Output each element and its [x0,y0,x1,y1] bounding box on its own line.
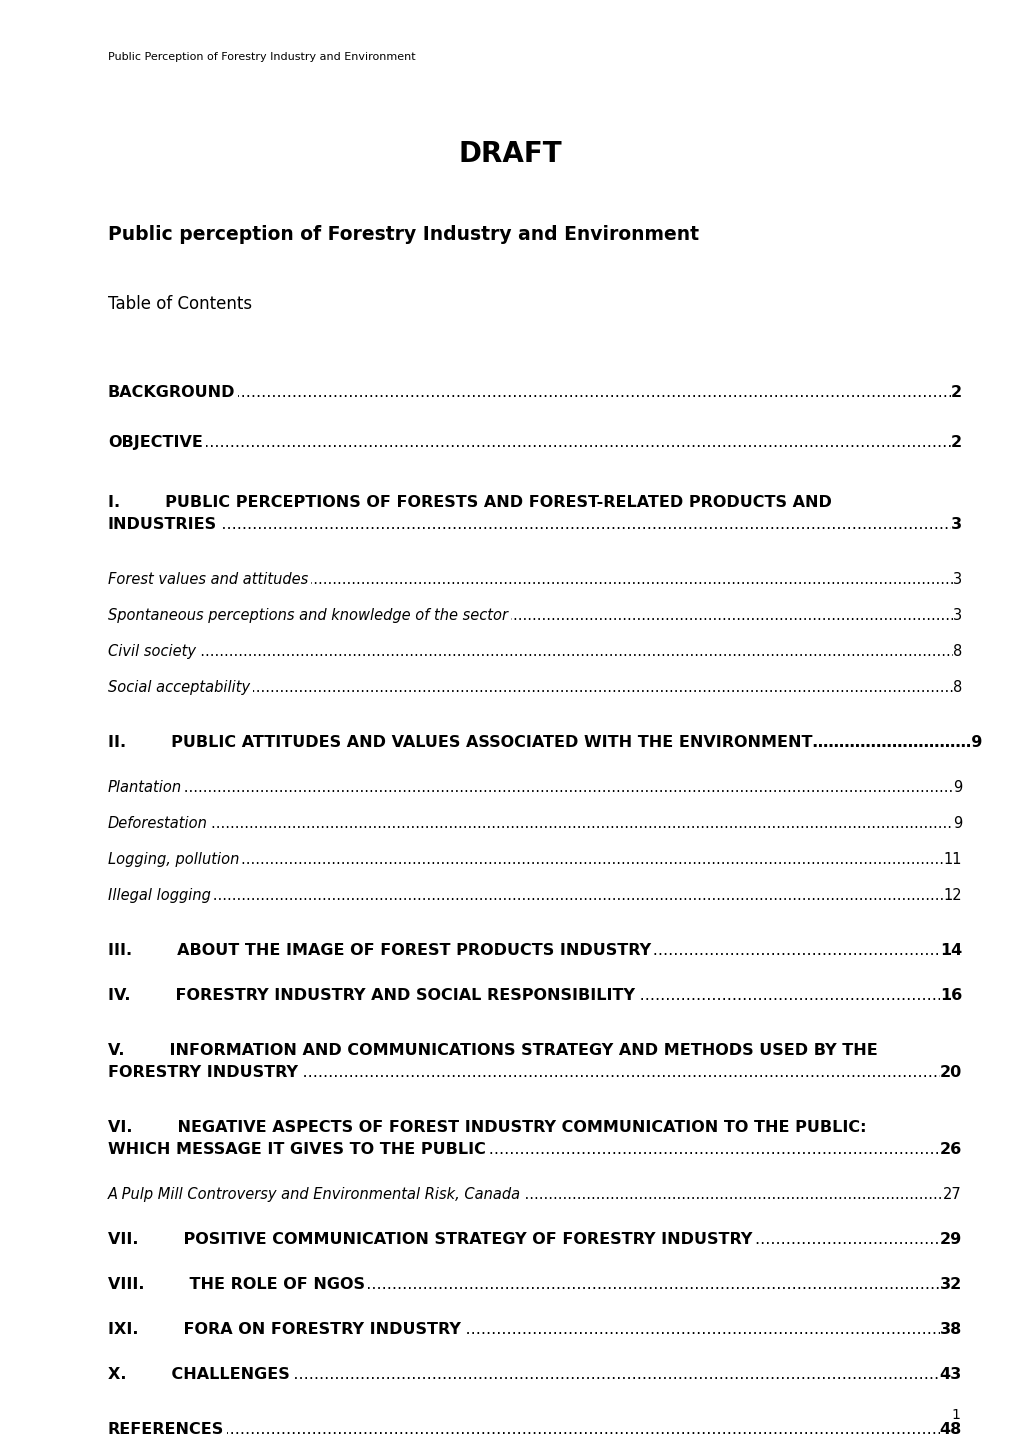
Bar [637,981,938,1005]
Text: VIII.        THE ROLE OF NGOS: VIII. THE ROLE OF NGOS [108,1278,365,1292]
Text: BACKGROUND: BACKGROUND [108,385,235,399]
Bar [755,1224,938,1249]
Text: Public Perception of Forestry Industry and Environment: Public Perception of Forestry Industry a… [108,52,415,62]
Text: 48: 48 [938,1422,961,1438]
Text: 38: 38 [938,1322,961,1337]
Text: DRAFT: DRAFT [458,140,561,169]
Text: WHICH MESSAGE IT GIVES TO THE PUBLIC: WHICH MESSAGE IT GIVES TO THE PUBLIC [108,1142,485,1156]
Text: 43: 43 [938,1367,961,1381]
Text: ................................................................................: ........................................… [0,780,1019,795]
Text: ................................................................................: ........................................… [0,1422,1019,1438]
Text: ................................................................................: ........................................… [0,609,1019,623]
Bar [488,1133,938,1159]
Bar [199,637,952,660]
Text: INDUSTRIES: INDUSTRIES [108,518,217,532]
Text: 2: 2 [950,435,961,450]
Text: ................................................................................: ........................................… [0,1187,1019,1203]
Text: 11: 11 [943,852,961,867]
Text: 3: 3 [952,572,961,587]
Text: Illegal logging: Illegal logging [108,888,211,903]
Text: V.        INFORMATION AND COMMUNICATIONS STRATEGY AND METHODS USED BY THE: V. INFORMATION AND COMMUNICATIONS STRATE… [108,1043,877,1058]
Text: ................................................................................: ........................................… [0,435,1019,450]
Text: Civil society: Civil society [108,645,196,659]
Text: ................................................................................: ........................................… [0,816,1019,831]
Bar [464,1314,938,1340]
Bar [243,845,943,868]
Bar [214,881,943,904]
Text: 26: 26 [938,1142,961,1156]
Text: 12: 12 [943,888,961,903]
Text: FORESTRY INDUSTRY: FORESTRY INDUSTRY [108,1066,298,1080]
Text: Social acceptability: Social acceptability [108,681,250,695]
Text: 8: 8 [952,645,961,659]
Text: 3: 3 [952,609,961,623]
Text: ................................................................................: ........................................… [0,988,1019,1004]
Text: ................................................................................: ........................................… [0,1231,1019,1247]
Text: ................................................................................: ........................................… [0,852,1019,867]
Text: 1: 1 [950,1407,959,1422]
Text: IV.        FORESTRY INDUSTRY AND SOCIAL RESPONSIBILITY: IV. FORESTRY INDUSTRY AND SOCIAL RESPONS… [108,988,635,1004]
Text: Logging, pollution: Logging, pollution [108,852,239,867]
Bar [227,1415,938,1439]
Text: ................................................................................: ........................................… [0,888,1019,903]
Bar [653,934,938,960]
Text: ................................................................................: ........................................… [0,943,1019,957]
Text: 16: 16 [938,988,961,1004]
Text: Spontaneous perceptions and knowledge of the sector: Spontaneous perceptions and knowledge of… [108,609,507,623]
Text: ................................................................................: ........................................… [0,1322,1019,1337]
Bar [292,1358,938,1384]
Text: 27: 27 [943,1187,961,1203]
Text: 29: 29 [938,1231,961,1247]
Bar [368,1269,938,1295]
Bar [253,672,952,695]
Bar [524,1180,943,1203]
Text: I.        PUBLIC PERCEPTIONS OF FORESTS AND FOREST-RELATED PRODUCTS AND: I. PUBLIC PERCEPTIONS OF FORESTS AND FOR… [108,495,832,510]
Text: VI.        NEGATIVE ASPECTS OF FOREST INDUSTRY COMMUNICATION TO THE PUBLIC:: VI. NEGATIVE ASPECTS OF FOREST INDUSTRY … [108,1120,866,1135]
Bar [211,809,952,832]
Text: Table of Contents: Table of Contents [108,296,252,313]
Text: OBJECTIVE: OBJECTIVE [108,435,203,450]
Text: IXI.        FORA ON FORESTRY INDUSTRY: IXI. FORA ON FORESTRY INDUSTRY [108,1322,461,1337]
Text: ................................................................................: ........................................… [0,645,1019,659]
Text: 9: 9 [952,816,961,831]
Text: 3: 3 [950,518,961,532]
Bar [108,0,961,1442]
Text: 14: 14 [938,943,961,957]
Bar [511,601,952,624]
Text: ................................................................................: ........................................… [0,1367,1019,1381]
Text: 8: 8 [952,681,961,695]
Text: VII.        POSITIVE COMMUNICATION STRATEGY OF FORESTRY INDUSTRY: VII. POSITIVE COMMUNICATION STRATEGY OF … [108,1231,752,1247]
Text: ................................................................................: ........................................… [0,385,1019,399]
Text: II.        PUBLIC ATTITUDES AND VALUES ASSOCIATED WITH THE ENVIRONMENT…………………………: II. PUBLIC ATTITUDES AND VALUES ASSOCIAT… [108,735,981,750]
Text: Plantation: Plantation [108,780,182,795]
Bar [238,376,950,402]
Text: Forest values and attitudes: Forest values and attitudes [108,572,308,587]
Text: 9: 9 [952,780,961,795]
Text: Public perception of Forestry Industry and Environment: Public perception of Forestry Industry a… [108,225,698,244]
Text: ................................................................................: ........................................… [0,681,1019,695]
Text: 20: 20 [938,1066,961,1080]
Text: 32: 32 [938,1278,961,1292]
Text: ................................................................................: ........................................… [0,518,1019,532]
Text: III.        ABOUT THE IMAGE OF FOREST PRODUCTS INDUSTRY: III. ABOUT THE IMAGE OF FOREST PRODUCTS … [108,943,650,957]
Text: ................................................................................: ........................................… [0,1066,1019,1080]
Text: ................................................................................: ........................................… [0,572,1019,587]
Bar [220,509,950,534]
Text: Deforestation: Deforestation [108,816,208,831]
Text: A Pulp Mill Controversy and Environmental Risk, Canada: A Pulp Mill Controversy and Environmenta… [108,1187,521,1203]
Bar [206,427,950,453]
Bar [301,1057,938,1083]
Text: X.        CHALLENGES: X. CHALLENGES [108,1367,289,1381]
Text: REFERENCES: REFERENCES [108,1422,224,1438]
Text: ................................................................................: ........................................… [0,1142,1019,1156]
Text: ................................................................................: ........................................… [0,1278,1019,1292]
Text: 2: 2 [950,385,961,399]
Bar [184,773,952,796]
Bar [311,565,952,588]
